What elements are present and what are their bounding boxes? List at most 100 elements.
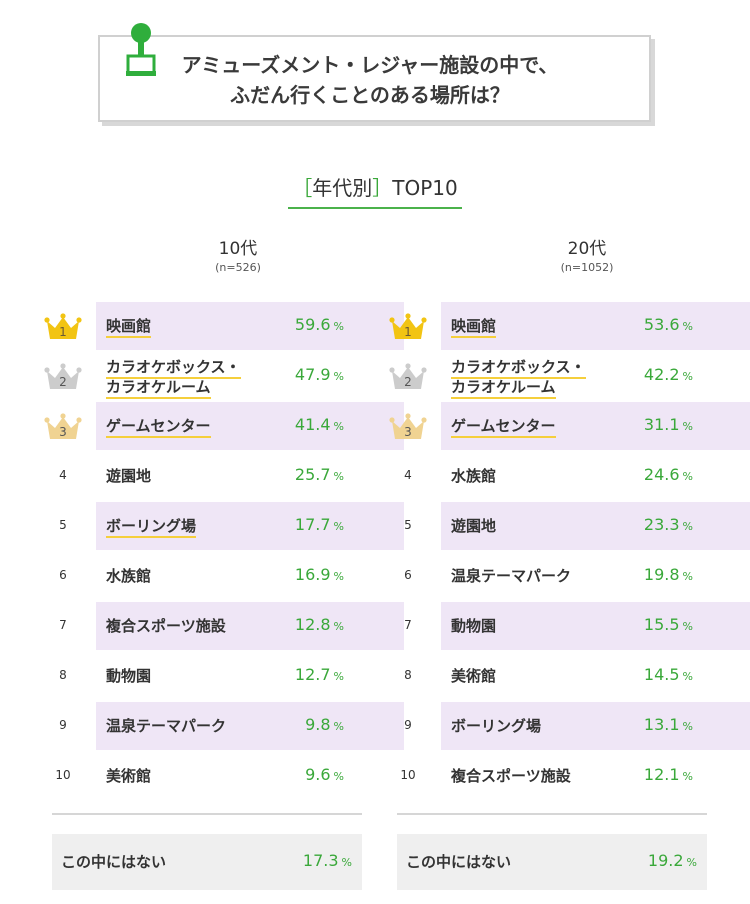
value-unit: % [682,770,693,783]
rank-number: 3 [404,425,412,439]
value-number: 42.2 [643,365,680,384]
item-label-text: 遊園地 [451,517,497,535]
value-unit: % [682,320,693,333]
item-label: 動物園 [106,666,151,686]
item-label-line: 温泉テーマパーク [106,716,226,736]
rank-number: 6 [404,568,412,582]
column-n: (n=1052) [560,261,614,274]
item-label-line: 水族館 [451,466,496,486]
row-highlight [96,702,404,750]
item-label: 美術館 [106,766,151,786]
value-unit: % [333,770,344,783]
rank-number: 8 [404,668,412,682]
chart-title: アミューズメント・レジャー施設の中で、 ふだん行くことのある場所は？ [150,50,590,110]
item-label-text: 水族館 [451,467,497,485]
table-row: 1 映画館 53.6% [387,302,750,350]
item-label-line: ボーリング場 [106,516,197,538]
column-n: (n=526) [215,261,261,274]
row-highlight [441,702,750,750]
value-label: 12.7% [254,665,344,684]
item-label: 動物園 [451,616,496,636]
value-unit: % [333,720,344,733]
value-unit: % [682,520,693,533]
item-label-line: ゲームセンター [106,416,211,438]
item-label-text: カラオケルーム [451,378,556,399]
row-highlight [96,302,404,350]
rank-number: 2 [59,375,67,389]
item-label-line: 美術館 [106,766,151,786]
value-unit: % [341,856,352,869]
value-number: 17.3 [302,851,339,870]
item-label-line: ボーリング場 [451,716,541,736]
item-label: この中にはない [61,853,167,871]
value-label: 12.1% [603,765,693,784]
item-label: カラオケボックス・ カラオケルーム [106,357,241,399]
section-divider [52,813,362,815]
item-label: 複合スポーツ施設 [106,616,226,636]
silver-crown-icon: 2 [44,363,82,391]
item-label-line: ゲームセンター [451,416,556,438]
value-number: 13.1 [643,715,680,734]
value-unit: % [333,370,344,383]
item-label-line: カラオケルーム [451,377,586,399]
bronze-crown-icon: 3 [389,413,427,441]
value-unit: % [333,520,344,533]
item-label: 温泉テーマパーク [451,566,571,586]
table-row: 3 ゲームセンター 41.4% [42,402,404,450]
value-unit: % [333,320,344,333]
table-row: 9 温泉テーマパーク 9.8% [42,702,404,750]
subtitle-bracket-close: ］ [372,176,393,200]
rank-number: 1 [404,325,412,339]
item-label-text: ボーリング場 [451,717,542,735]
item-label-line: 複合スポーツ施設 [451,766,571,786]
subtitle-rest: TOP10 [392,176,458,200]
value-unit: % [682,420,693,433]
subtitle-bracket-text: 年代別 [312,176,373,200]
gold-crown-icon: 1 [44,313,82,341]
value-label: 9.6% [254,765,344,784]
item-label: 遊園地 [451,516,496,536]
item-label: この中にはない [406,853,512,871]
subtitle-bracket-open: ［ [292,176,313,200]
value-number: 53.6 [643,315,680,334]
column-title: 10代 [218,239,258,259]
item-label-line: 遊園地 [451,516,496,536]
value-number: 59.6 [294,315,331,334]
item-label-text: 複合スポーツ施設 [451,767,571,785]
value-label: 19.8% [603,565,693,584]
table-row: 6 温泉テーマパーク 19.8% [387,552,750,600]
value-label: 14.5% [603,665,693,684]
item-label: 温泉テーマパーク [106,716,226,736]
item-label-text: カラオケルーム [106,378,211,399]
value-label: 15.5% [603,615,693,634]
value-unit: % [333,470,344,483]
value-unit: % [686,856,697,869]
value-unit: % [682,570,693,583]
item-label-line: 複合スポーツ施設 [106,616,226,636]
value-label: 12.8% [254,615,344,634]
value-unit: % [682,720,693,733]
table-row: 5 遊園地 23.3% [387,502,750,550]
value-number: 31.1 [643,415,680,434]
rank-number: 1 [59,325,67,339]
section-subtitle: ［年代別］TOP10 [0,172,750,209]
item-label-text: ゲームセンター [106,417,211,438]
item-label-text: 遊園地 [106,467,152,485]
value-label: 47.9% [254,365,344,384]
item-label: 美術館 [451,666,496,686]
value-label: 41.4% [254,415,344,434]
item-label: ゲームセンター [451,416,556,438]
value-number: 16.9 [294,565,331,584]
item-label-line: 動物園 [451,616,496,636]
item-label: 映画館 [451,316,497,338]
value-number: 41.4 [294,415,331,434]
table-row: 6 水族館 16.9% [42,552,404,600]
rank-number: 5 [59,518,67,532]
table-row: 10 複合スポーツ施設 12.1% [387,752,750,800]
item-label-line: 映画館 [451,316,497,338]
item-label-text: 映画館 [451,317,497,338]
item-label-line: 温泉テーマパーク [451,566,571,586]
value-number: 25.7 [294,465,331,484]
row-highlight [441,502,750,550]
row-highlight [96,402,404,450]
